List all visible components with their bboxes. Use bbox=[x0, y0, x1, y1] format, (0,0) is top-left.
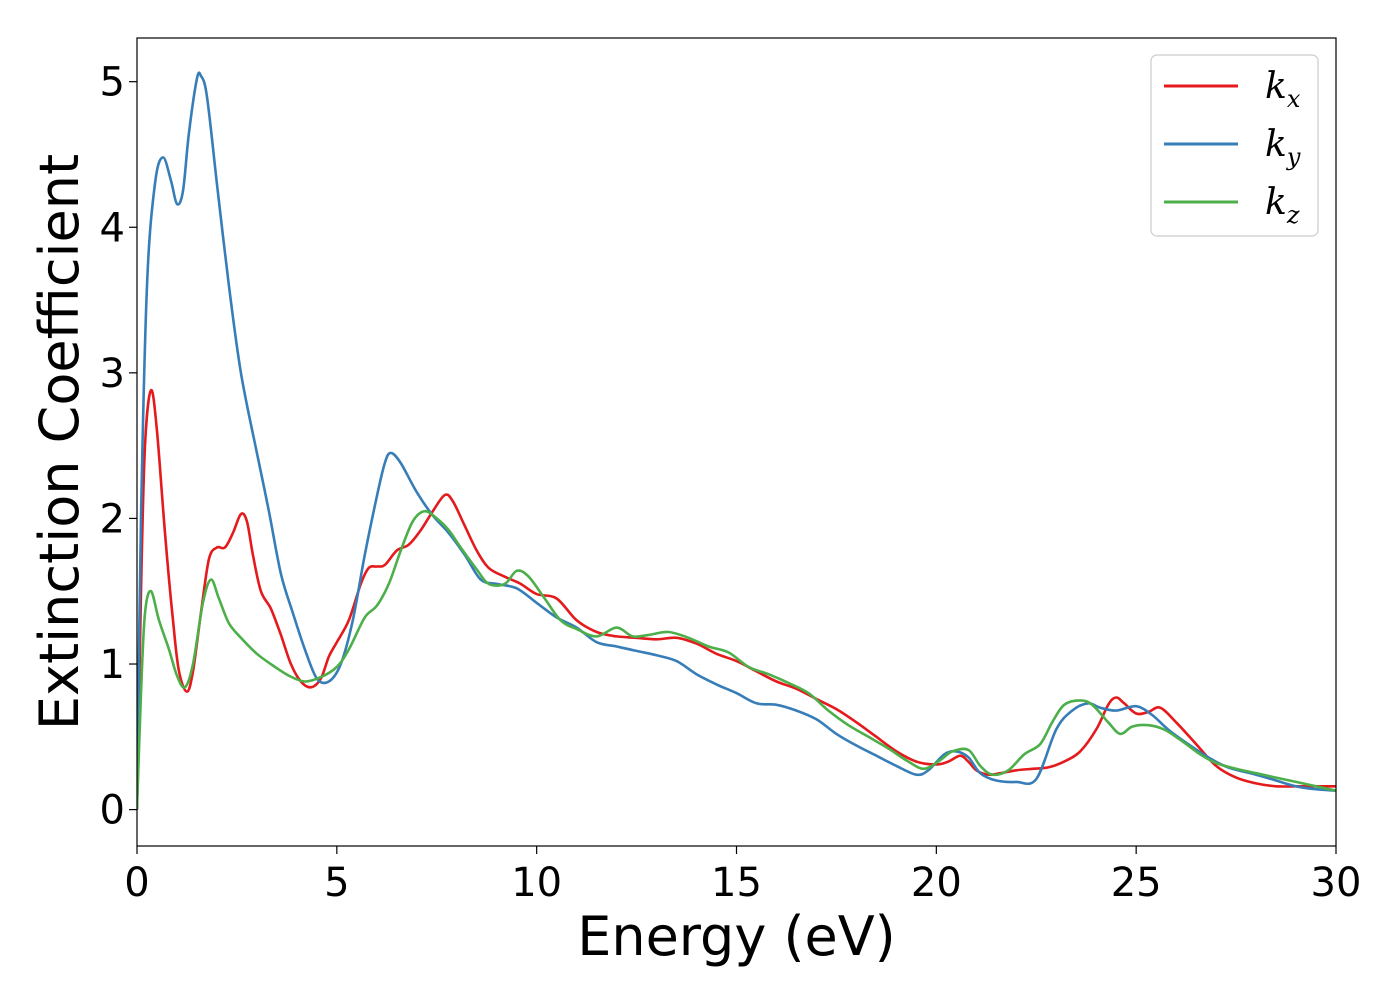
x-tick-label: 0 bbox=[124, 860, 149, 906]
y-tick-label: 0 bbox=[100, 788, 125, 834]
x-tick-label: 25 bbox=[1111, 860, 1162, 906]
series-line-x bbox=[137, 388, 1336, 810]
y-tick-label: 3 bbox=[100, 351, 125, 397]
x-axis-ticks: 0 5 10 15 20 25 30 bbox=[124, 846, 1361, 906]
legend-label-main: k bbox=[1265, 124, 1287, 165]
y-tick-label: 5 bbox=[100, 60, 125, 106]
x-axis-label: Energy (eV) bbox=[577, 905, 896, 968]
x-tick-label: 15 bbox=[711, 860, 762, 906]
legend-label-subscript: y bbox=[1286, 143, 1301, 171]
legend-label-main: k bbox=[1265, 182, 1287, 223]
y-tick-label: 1 bbox=[100, 642, 125, 688]
y-tick-label: 2 bbox=[100, 496, 125, 542]
legend-label-main: k bbox=[1265, 66, 1287, 107]
legend-label: kz bbox=[1265, 182, 1300, 229]
series-line-y bbox=[137, 71, 1336, 810]
x-tick-label: 5 bbox=[324, 860, 349, 906]
legend-label-subscript: x bbox=[1287, 85, 1301, 113]
legend-label-subscript: z bbox=[1286, 201, 1300, 229]
legend-label: ky bbox=[1265, 124, 1301, 171]
x-tick-label: 10 bbox=[511, 860, 562, 906]
y-axis-label: Extinction Coefficient bbox=[28, 154, 91, 730]
y-tick-label: 4 bbox=[100, 205, 125, 251]
x-tick-label: 30 bbox=[1311, 860, 1362, 906]
legend-label: kx bbox=[1265, 66, 1301, 113]
x-tick-label: 20 bbox=[911, 860, 962, 906]
plot-frame bbox=[136, 37, 1337, 847]
series-line-z bbox=[137, 509, 1336, 810]
y-axis-ticks: 0 1 2 3 4 5 bbox=[100, 60, 137, 834]
series-lines bbox=[137, 71, 1336, 810]
